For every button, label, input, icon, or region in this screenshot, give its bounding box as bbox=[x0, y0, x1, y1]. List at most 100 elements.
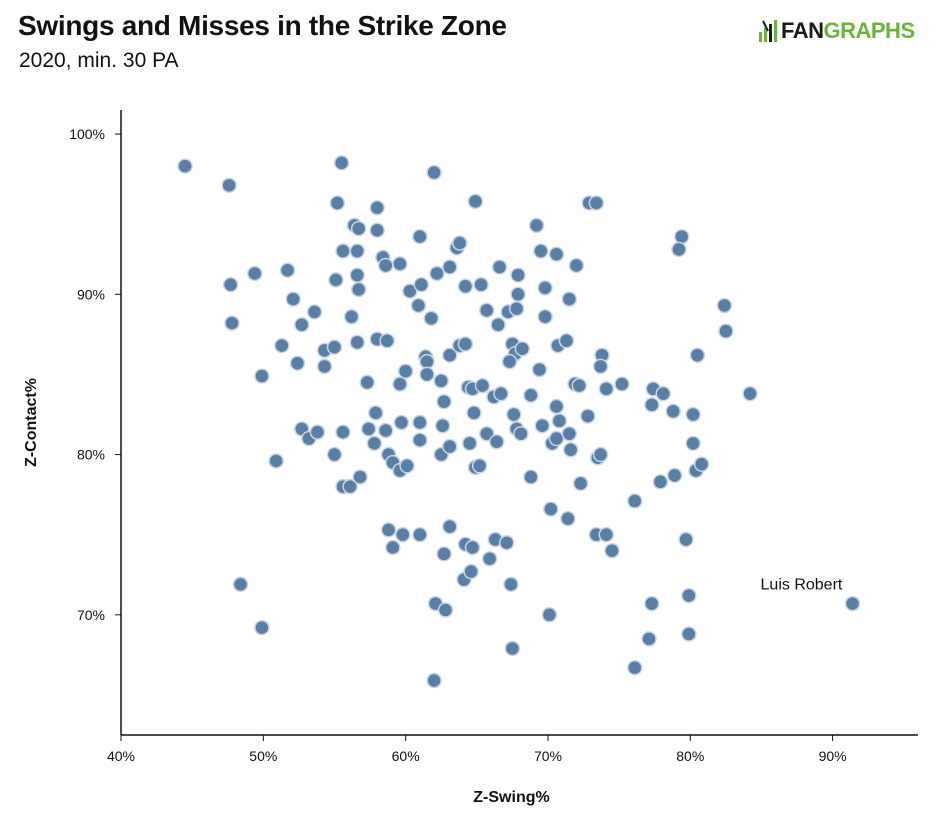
data-point bbox=[598, 381, 615, 397]
data-point bbox=[442, 518, 458, 535]
data-point bbox=[419, 366, 435, 383]
data-point bbox=[474, 377, 491, 394]
data-point bbox=[442, 347, 458, 363]
data-point bbox=[681, 626, 697, 642]
data-point bbox=[352, 469, 368, 485]
data-point bbox=[254, 368, 270, 384]
data-point bbox=[395, 526, 411, 543]
x-axis-title: Z-Swing% bbox=[473, 789, 549, 806]
data-point bbox=[326, 339, 343, 355]
data-point bbox=[531, 361, 548, 378]
data-point bbox=[548, 430, 565, 447]
data-point bbox=[510, 286, 526, 303]
data-point bbox=[333, 155, 350, 171]
data-point bbox=[533, 243, 549, 259]
data-point bbox=[293, 316, 310, 333]
data-point bbox=[359, 374, 375, 391]
data-point bbox=[222, 276, 239, 293]
data-point bbox=[350, 220, 367, 237]
data-point bbox=[463, 563, 479, 580]
data-point bbox=[385, 539, 401, 556]
data-point bbox=[537, 308, 553, 325]
data-point bbox=[558, 333, 575, 349]
data-point bbox=[412, 526, 428, 543]
data-point bbox=[433, 373, 449, 389]
data-point bbox=[366, 435, 383, 452]
data-point bbox=[457, 336, 474, 352]
data-point bbox=[491, 259, 508, 275]
data-point bbox=[693, 456, 710, 472]
data-point bbox=[479, 302, 495, 319]
data-point bbox=[369, 222, 385, 238]
data-point bbox=[342, 478, 358, 495]
data-point bbox=[377, 422, 394, 439]
y-tick-label: 80% bbox=[77, 447, 105, 463]
data-point bbox=[442, 259, 458, 275]
data-point bbox=[268, 453, 284, 469]
data-point bbox=[543, 501, 559, 517]
logo-text-fan: FAN bbox=[781, 18, 824, 43]
chart-subtitle: 2020, min. 30 PA bbox=[19, 49, 179, 72]
data-point bbox=[514, 341, 531, 357]
data-point bbox=[326, 446, 343, 463]
data-point bbox=[504, 640, 521, 657]
data-point bbox=[685, 406, 701, 423]
labels-layer: Luis Robert bbox=[761, 577, 843, 594]
data-point bbox=[221, 177, 237, 194]
data-point bbox=[436, 546, 452, 562]
data-point bbox=[561, 425, 578, 442]
data-point bbox=[451, 235, 468, 251]
axes: 40% 50% 60% 70% 80% 90% 70% 80% 90% 100% Z-Swing% Z… bbox=[23, 110, 918, 806]
x-tick-label: 40% bbox=[107, 748, 135, 764]
data-point bbox=[392, 376, 408, 392]
data-point bbox=[510, 267, 526, 283]
batter-logo-icon bbox=[759, 20, 777, 42]
data-point bbox=[523, 387, 539, 404]
data-point bbox=[506, 406, 522, 423]
x-tick-label: 60% bbox=[392, 748, 420, 764]
data-point bbox=[592, 446, 609, 463]
data-point bbox=[551, 413, 568, 429]
data-point bbox=[350, 281, 367, 298]
y-tick-label: 90% bbox=[77, 286, 105, 302]
data-point bbox=[279, 262, 296, 279]
data-point bbox=[490, 316, 506, 333]
data-point bbox=[501, 353, 518, 370]
data-point bbox=[360, 421, 377, 437]
data-point bbox=[665, 403, 681, 420]
data-point bbox=[419, 353, 435, 370]
data-point bbox=[402, 283, 418, 299]
data-point bbox=[689, 347, 706, 363]
data-point bbox=[423, 310, 440, 327]
data-point bbox=[716, 297, 733, 314]
data-point bbox=[177, 158, 193, 174]
data-point bbox=[548, 398, 565, 415]
data-point bbox=[513, 425, 529, 442]
data-point bbox=[349, 334, 366, 351]
data-point bbox=[523, 469, 539, 485]
data-point bbox=[328, 272, 344, 288]
data-point bbox=[329, 195, 346, 211]
data-point bbox=[528, 217, 545, 234]
data-point bbox=[397, 363, 414, 379]
data-point bbox=[316, 358, 333, 375]
logo-text-graphs: GRAPHS bbox=[823, 18, 916, 43]
chart-title: Swings and Misses in the Strike Zone bbox=[18, 10, 507, 41]
data-point bbox=[467, 193, 484, 210]
data-point bbox=[481, 550, 498, 567]
data-point bbox=[572, 475, 589, 492]
data-point bbox=[335, 243, 351, 259]
data-point bbox=[488, 433, 505, 450]
data-point bbox=[641, 631, 657, 647]
data-point bbox=[627, 659, 643, 676]
data-point bbox=[410, 297, 427, 314]
data-point bbox=[437, 602, 454, 618]
data-point bbox=[652, 474, 669, 490]
data-point bbox=[335, 424, 351, 440]
data-point bbox=[614, 376, 630, 392]
data-point bbox=[412, 432, 428, 448]
data-point bbox=[309, 424, 326, 440]
data-point bbox=[399, 458, 415, 474]
data-point bbox=[681, 587, 697, 604]
